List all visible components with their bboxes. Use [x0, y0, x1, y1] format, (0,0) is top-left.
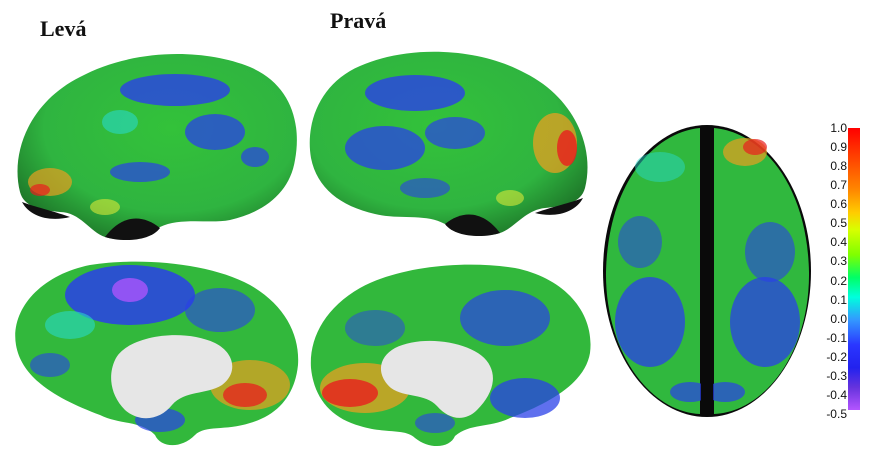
colorbar-tick-label: 0.5 — [815, 217, 847, 229]
colorbar-tick-label: 1.0 — [815, 122, 847, 134]
colorbar-tick-label: 0.8 — [815, 160, 847, 172]
left-lateral-brain-view — [10, 42, 310, 247]
colorbar-tick-label: -0.3 — [815, 370, 847, 382]
colorbar-tick-label: 0.9 — [815, 141, 847, 153]
right-medial-brain-view — [305, 258, 595, 450]
right-lateral-brain-view — [305, 38, 595, 243]
colorbar-tick-label: 0.4 — [815, 236, 847, 248]
left-hemisphere-label: Levá — [40, 16, 86, 42]
left-medial-brain-view — [10, 255, 305, 450]
colorbar-tick-label: 0.2 — [815, 275, 847, 287]
colorbar-tick-label: -0.1 — [815, 332, 847, 344]
colorbar — [848, 128, 860, 410]
colorbar-tick-label: 0.7 — [815, 179, 847, 191]
dorsal-brain-view — [600, 122, 815, 420]
colorbar-tick-label: 0.1 — [815, 294, 847, 306]
colorbar-tick-label: -0.5 — [815, 408, 847, 420]
colorbar-tick-label: -0.2 — [815, 351, 847, 363]
colorbar-tick-label: -0.4 — [815, 389, 847, 401]
colorbar-tick-label: 0.6 — [815, 198, 847, 210]
colorbar-tick-label: 0.3 — [815, 255, 847, 267]
right-hemisphere-label: Pravá — [330, 8, 386, 34]
colorbar-tick-label: 0.0 — [815, 313, 847, 325]
